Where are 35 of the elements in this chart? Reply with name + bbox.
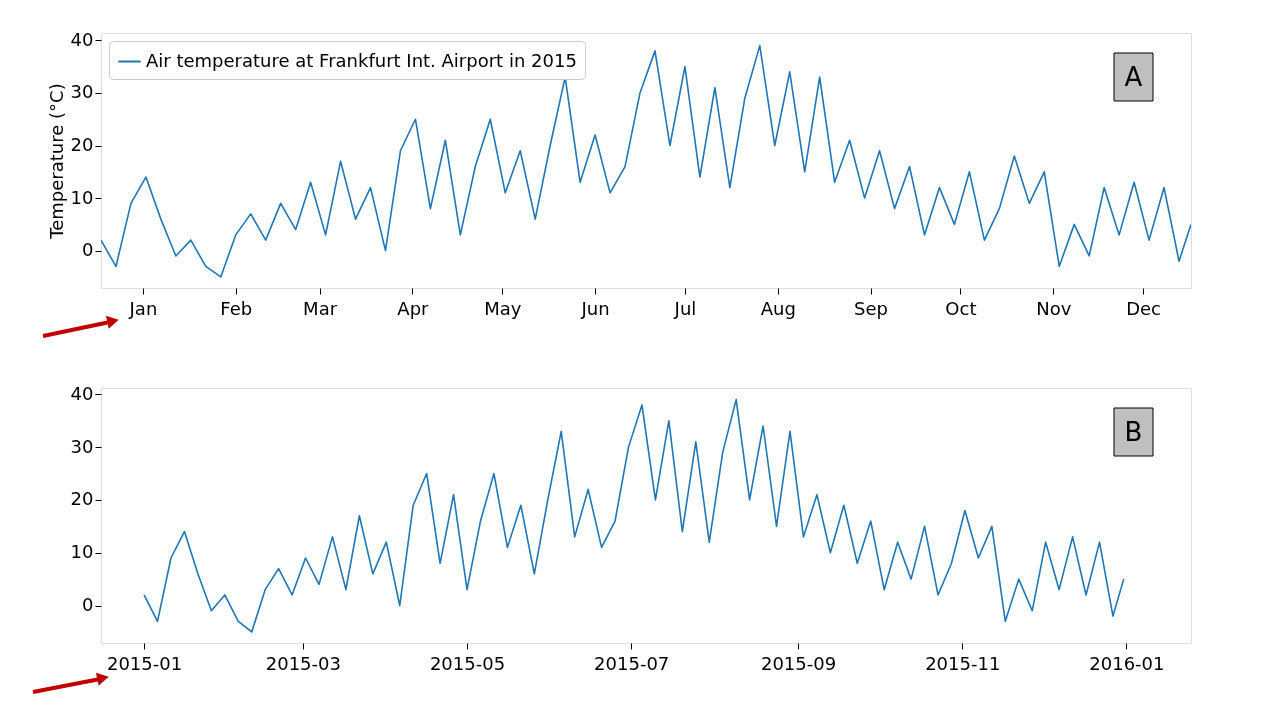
x-tick-label: May xyxy=(484,297,522,319)
x-tick-label: 2016-01 xyxy=(1089,652,1165,674)
y-tick-label: 20 xyxy=(70,134,94,156)
x-tick-label: 2015-05 xyxy=(429,652,506,674)
x-tick-label: Jan xyxy=(128,297,158,319)
x-tick-label: Apr xyxy=(397,297,430,319)
x-tick-label: 2015-03 xyxy=(265,652,341,674)
y-tick-label: 0 xyxy=(82,594,94,616)
y-axis-title: Temperature (°C) xyxy=(45,83,67,240)
y-tick-label: 40 xyxy=(70,28,94,50)
x-tick-label: 2015-11 xyxy=(925,652,1001,674)
x-tick-label: Jul xyxy=(673,297,697,319)
x-tick-label: Sep xyxy=(854,297,889,319)
x-tick-label: Feb xyxy=(220,297,253,319)
y-tick-label: 30 xyxy=(70,435,94,457)
y-tick-label: 40 xyxy=(70,382,94,404)
annotation: A xyxy=(1124,62,1143,92)
y-tick-label: 30 xyxy=(70,81,94,103)
x-tick-label: 2015-09 xyxy=(760,652,837,674)
y-tick-label: 10 xyxy=(70,541,94,563)
x-tick-label: Dec xyxy=(1126,297,1162,319)
x-tick-label: Nov xyxy=(1036,297,1072,319)
x-tick-label: Jun xyxy=(580,297,610,319)
y-tick-label: 10 xyxy=(70,186,94,208)
x-tick-label: 2015-01 xyxy=(106,652,183,674)
y-tick-label: 20 xyxy=(70,488,94,510)
annotation: B xyxy=(1124,417,1143,447)
x-tick-label: 2015-07 xyxy=(594,652,670,674)
x-tick-label: Oct xyxy=(945,297,977,319)
line-series xyxy=(101,44,1191,278)
line-series xyxy=(143,398,1125,633)
legend-label: Air temperature at Frankfurt Int. Airport in 2015 xyxy=(146,49,577,71)
x-tick-label: Mar xyxy=(303,297,338,319)
y-tick-label: 0 xyxy=(82,239,94,261)
x-tick-label: Aug xyxy=(760,297,796,319)
